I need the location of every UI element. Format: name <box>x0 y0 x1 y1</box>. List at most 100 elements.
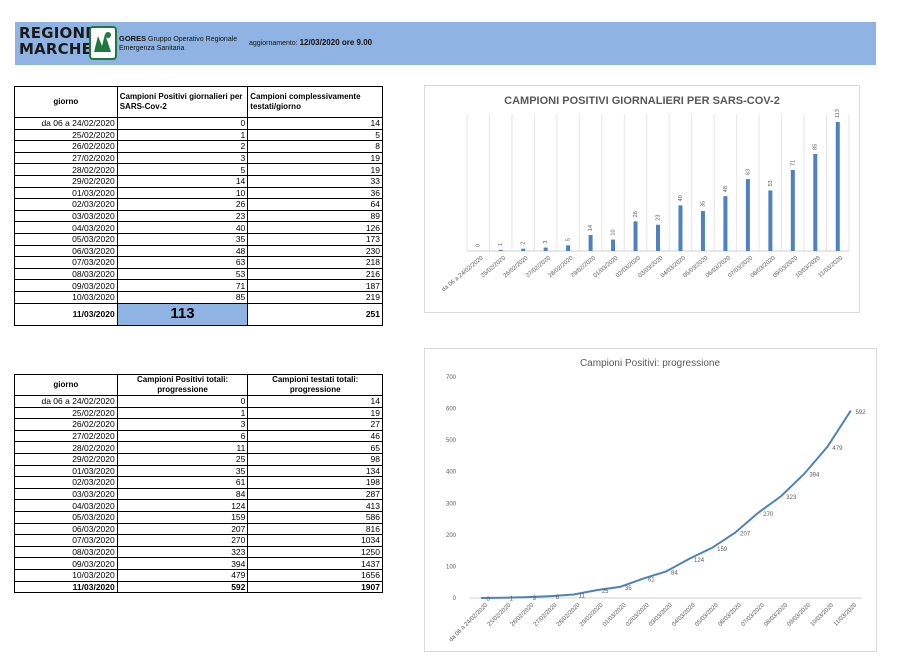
cell-day: 03/03/2020 <box>14 487 118 501</box>
col-header-day: giorno <box>14 374 118 396</box>
cell-day: 01/03/2020 <box>14 464 118 478</box>
bar-data-label: 26 <box>633 211 639 217</box>
logo-line2: MARCHE <box>19 40 93 58</box>
bar <box>521 248 526 251</box>
bar-data-label: 48 <box>723 186 729 192</box>
bar-data-label: 14 <box>588 225 594 231</box>
cell-tested: 198 <box>247 476 383 489</box>
cell-day: 25/02/2020 <box>14 128 118 142</box>
bar-data-label: 113 <box>835 109 841 118</box>
bar-data-label: 71 <box>790 160 796 166</box>
bar-x-tick-label: 11/03/2020 <box>818 255 845 279</box>
cell-day: 06/03/2020 <box>14 244 118 258</box>
col-header-total-positives: Campioni Positivi totali: progressione <box>116 374 249 396</box>
col-header-total-tested: Campioni testati totali: progressione <box>247 374 383 396</box>
cell-day: 04/03/2020 <box>14 499 118 512</box>
cell-tested: 19 <box>247 151 383 165</box>
bar <box>835 121 840 251</box>
cell-day: 29/02/2020 <box>14 452 118 466</box>
cell-day: 05/03/2020 <box>14 510 118 524</box>
line-data-label: 394 <box>809 473 820 479</box>
table-row: da 06 a 24/02/2020 0 14 <box>14 117 383 130</box>
cell-tested: 19 <box>247 406 383 420</box>
table-row: 28/02/2020 5 19 <box>14 163 383 176</box>
cell-positives: 479 <box>116 568 249 582</box>
line-data-label: 11 <box>579 594 586 600</box>
table-row: 29/02/2020 14 33 <box>14 174 383 188</box>
cell-tested: 64 <box>247 198 383 211</box>
table-row: 06/03/2020 207 816 <box>14 522 383 536</box>
header-banner: REGIONE MARCHE GORES Gruppo Operativo Re… <box>15 22 876 65</box>
cell-tested: 14 <box>247 117 383 130</box>
table-row: da 06 a 24/02/2020 0 14 <box>14 395 383 408</box>
table-row: 01/03/2020 10 36 <box>14 186 383 200</box>
cell-tested: 586 <box>247 510 383 524</box>
bar-data-label: 0 <box>476 244 482 247</box>
bar <box>723 196 728 251</box>
bar-data-label: 3 <box>543 241 549 244</box>
bar <box>588 235 593 251</box>
daily-positives-table: giorno Campioni Positivi giornalieri per… <box>14 86 383 326</box>
daily-positives-bar-chart: CAMPIONI POSITIVI GIORNALIERI PER SARS-C… <box>424 85 860 313</box>
cell-tested: 8 <box>247 140 383 153</box>
cell-day: 09/03/2020 <box>14 279 118 292</box>
line-point <box>803 472 806 475</box>
col-header-daily-positives: Campioni Positivi giornalieri per SARS-C… <box>116 86 249 118</box>
table-row: 26/02/2020 3 27 <box>14 418 383 431</box>
cell-positives: 23 <box>116 209 249 223</box>
cell-tested: 1437 <box>247 557 383 570</box>
cell-positives: 10 <box>116 186 249 200</box>
line-data-label: 6 <box>556 595 560 601</box>
cell-positives: 40 <box>116 221 249 234</box>
cell-day: 02/03/2020 <box>14 476 118 489</box>
table-row: 25/02/2020 1 5 <box>14 128 383 142</box>
line-point <box>526 596 529 598</box>
table-row: 10/03/2020 85 219 <box>14 290 383 304</box>
cell-day: 29/02/2020 <box>14 174 118 188</box>
line-y-tick-label: 700 <box>446 375 457 381</box>
cell-day: 11/03/2020 <box>14 302 118 326</box>
line-y-tick-label: 0 <box>453 596 457 602</box>
cell-day: 27/02/2020 <box>14 429 118 443</box>
cell-positives: 1 <box>116 406 249 420</box>
cell-tested: 46 <box>247 429 383 443</box>
table-row: 02/03/2020 61 198 <box>14 476 383 489</box>
cell-day: 03/03/2020 <box>14 209 118 223</box>
bar <box>633 221 638 251</box>
gores-short: GORES <box>119 34 147 43</box>
cell-tested: 413 <box>247 499 383 512</box>
table-row: 10/03/2020 479 1656 <box>14 568 383 582</box>
line-data-label: 25 <box>602 589 609 595</box>
cell-tested: 134 <box>247 464 383 478</box>
bar <box>498 249 503 251</box>
line-x-tick-label: da 06 a 24/02/2020 <box>448 602 489 643</box>
cell-tested: 33 <box>247 174 383 188</box>
cell-tested: 126 <box>247 221 383 234</box>
line-data-label: 323 <box>786 495 797 501</box>
cell-day: 27/02/2020 <box>14 151 118 165</box>
cell-positives: 159 <box>116 510 249 524</box>
cell-positives: 2 <box>116 140 249 153</box>
line-point <box>480 597 483 599</box>
cell-positives: 3 <box>116 151 249 165</box>
cell-positives: 63 <box>116 256 249 269</box>
cell-tested: 36 <box>247 186 383 200</box>
cell-day: da 06 a 24/02/2020 <box>14 395 118 408</box>
cell-tested: 218 <box>247 256 383 269</box>
cell-positives: 592 <box>116 580 249 594</box>
table-row: 01/03/2020 35 134 <box>14 464 383 478</box>
line-point <box>826 445 829 448</box>
bar-data-label: 2 <box>521 242 527 245</box>
table-row: 28/02/2020 11 65 <box>14 441 383 454</box>
line-y-tick-label: 100 <box>446 564 457 570</box>
line-data-label: 1 <box>510 597 514 603</box>
cumulative-positives-line-chart: Campioni Positivi: progressione 0 100 200 3… <box>424 348 877 652</box>
bar-data-label: 10 <box>611 229 617 235</box>
update-value: 12/03/2020 ore 9.00 <box>299 38 373 47</box>
cell-positives: 6 <box>116 429 249 443</box>
cell-day: da 06 a 24/02/2020 <box>14 117 118 130</box>
cell-positives: 35 <box>116 232 249 246</box>
table-row: 27/02/2020 6 46 <box>14 429 383 443</box>
line-y-tick-label: 300 <box>446 501 457 507</box>
bar <box>566 245 571 251</box>
